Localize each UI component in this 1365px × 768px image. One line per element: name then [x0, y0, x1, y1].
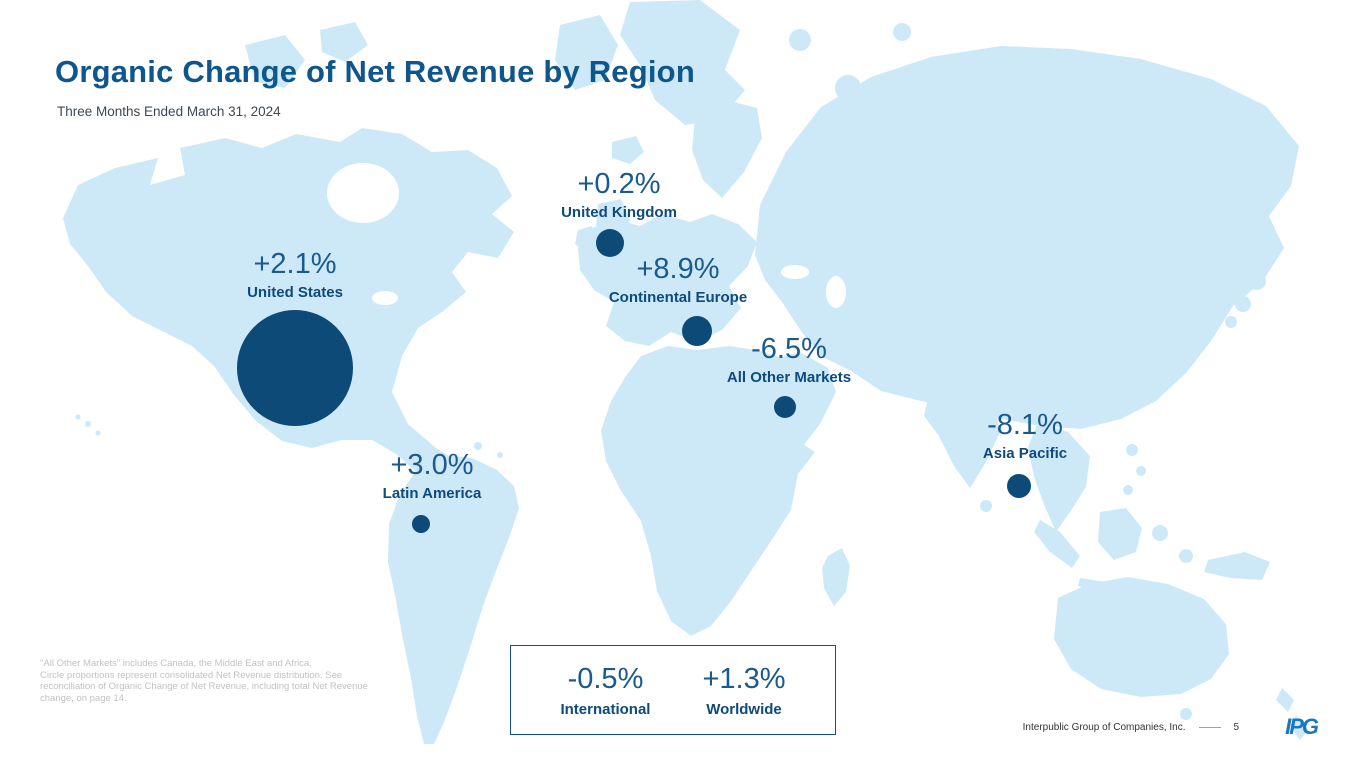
bubble-asia-pacific [1007, 474, 1031, 498]
new-guinea [1204, 552, 1270, 580]
japan [1225, 316, 1237, 328]
marker-latin-america: +3.0% Latin America [383, 449, 482, 502]
footer-company: Interpublic Group of Companies, Inc. [1022, 721, 1186, 733]
footer: Interpublic Group of Companies, Inc. 5 I… [1022, 714, 1319, 740]
australia [1054, 577, 1229, 697]
tasmania [1180, 708, 1192, 720]
region-value: +8.9% [636, 253, 720, 285]
india [924, 392, 1000, 488]
island [1179, 549, 1193, 563]
pacific-island [85, 421, 91, 427]
bubble-continental-europe [682, 316, 712, 346]
ipg-logo: IPG [1285, 714, 1319, 739]
scandinavia [692, 100, 762, 198]
philippines [1123, 485, 1133, 495]
region-label: United States [247, 284, 343, 301]
asia [755, 46, 1299, 429]
arabia [758, 352, 836, 450]
region-label: Latin America [382, 485, 482, 502]
summary-box: -0.5% International +1.3% Worldwide [510, 645, 836, 735]
madagascar [822, 548, 850, 606]
marker-continental-europe: +8.9% Continental Europe [609, 253, 747, 306]
japan [1260, 250, 1276, 266]
footnote-line: change, on page 14. [40, 692, 127, 704]
page-title: Organic Change of Net Revenue by Region [55, 54, 695, 89]
black-sea [781, 265, 809, 279]
great-lakes [372, 291, 398, 305]
page-subtitle: Three Months Ended March 31, 2024 [57, 104, 281, 119]
sumatra [1034, 520, 1080, 568]
footnote-line: Circle proportions represent consolidate… [40, 669, 343, 681]
region-label: All Other Markets [726, 369, 852, 386]
new-zealand [1290, 716, 1308, 740]
region-value: +3.0% [390, 449, 474, 481]
arctic-island [893, 23, 911, 41]
bubble-united-states [237, 310, 353, 426]
sulawesi [1152, 525, 1168, 541]
region-label: Continental Europe [608, 289, 748, 306]
worldwide-value: +1.3% [702, 662, 786, 695]
caspian-sea [826, 276, 846, 308]
bubble-united-kingdom [596, 229, 624, 257]
marker-all-other-markets: -6.5% All Other Markets [727, 333, 851, 386]
bubble-latin-america [412, 515, 430, 533]
region-value: -8.1% [987, 409, 1063, 441]
indochina [1028, 422, 1090, 532]
pacific-island [95, 430, 101, 436]
footnote-line: "All Other Markets" includes Canada, the… [40, 658, 312, 669]
iceland [612, 136, 644, 164]
international-value: -0.5% [567, 662, 644, 695]
arctic-island [245, 35, 305, 88]
footer-divider [1198, 726, 1221, 728]
greenland [620, 0, 745, 125]
footnote-line: reconciliation of Organic Change of Net … [40, 681, 368, 692]
sri-lanka [980, 500, 992, 512]
region-label: United Kingdom [561, 204, 677, 221]
arctic-island [320, 22, 368, 62]
new-zealand [1276, 688, 1294, 712]
footnote: "All Other Markets" includes Canada, the… [40, 658, 368, 704]
caribbean-island [474, 442, 482, 450]
summary-worldwide: +1.3% Worldwide [702, 663, 785, 718]
page-number: 5 [1233, 721, 1240, 733]
marker-asia-pacific: -8.1% Asia Pacific [983, 409, 1067, 462]
borneo [1098, 508, 1142, 560]
japan [1235, 296, 1251, 312]
marker-united-states: +2.1% United States [247, 248, 343, 301]
pacific-island [75, 414, 81, 420]
region-value: -6.5% [751, 333, 827, 365]
worldwide-label: Worldwide [706, 700, 782, 718]
japan [1248, 272, 1266, 290]
arctic-island [555, 15, 618, 90]
international-label: International [560, 700, 651, 718]
hudson-bay [327, 163, 399, 223]
region-value: +2.1% [253, 248, 337, 280]
caribbean-island [497, 452, 503, 458]
marker-united-kingdom: +0.2% United Kingdom [561, 168, 677, 221]
bubble-all-other-markets [774, 396, 796, 418]
africa [601, 346, 815, 636]
ireland [575, 226, 596, 252]
philippines [1136, 466, 1146, 476]
arctic-island [789, 29, 811, 51]
region-label: Asia Pacific [982, 445, 1068, 462]
philippines [1126, 444, 1138, 456]
region-value: +0.2% [577, 168, 661, 200]
summary-international: -0.5% International [560, 663, 650, 718]
